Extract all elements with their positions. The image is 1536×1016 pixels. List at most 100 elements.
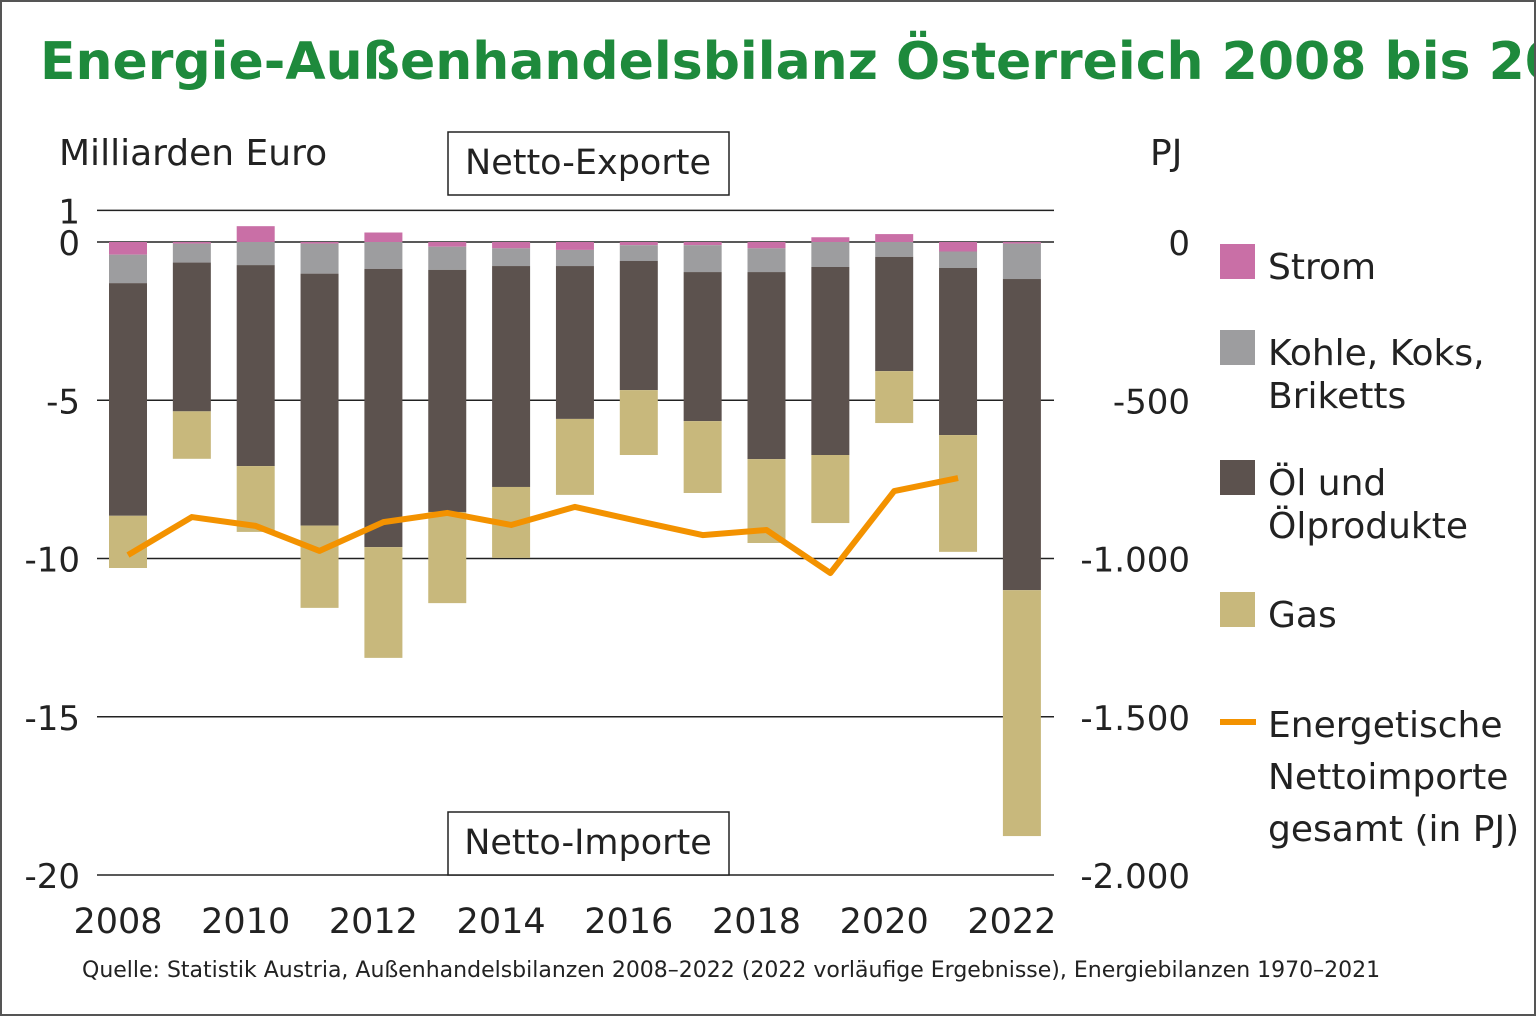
y-tick-label: -10 <box>24 541 80 581</box>
bar-kohle-koks-briketts-2019 <box>811 242 850 268</box>
bar-strom-2019 <box>811 237 850 242</box>
source-note: Quelle: Statistik Austria, Außenhandelsb… <box>82 958 1381 983</box>
bar-strom-2020 <box>875 234 914 242</box>
bar-gas-2019 <box>811 455 850 524</box>
bar-öl-und-ölprodukte-2018 <box>747 272 786 460</box>
legend-swatch <box>1220 592 1255 627</box>
y2-tick-label: -500 <box>1113 382 1190 422</box>
x-tick-label: 2012 <box>329 902 418 942</box>
bar-öl-und-ölprodukte-2017 <box>683 272 722 422</box>
legend-label: Ölprodukte <box>1268 505 1468 547</box>
bar-öl-und-ölprodukte-2016 <box>619 260 658 391</box>
annotation-netto-exporte: Netto-Exporte <box>465 143 711 183</box>
y-tick-label: -20 <box>24 857 80 897</box>
line-nettoimporte <box>126 475 959 577</box>
x-tick-label: 2016 <box>584 902 673 942</box>
bar-öl-und-ölprodukte-2021 <box>939 267 978 436</box>
legend-swatch <box>1220 244 1255 279</box>
bar-kohle-koks-briketts-2013 <box>428 246 467 270</box>
bar-kohle-koks-briketts-2008 <box>109 254 147 284</box>
bar-kohle-koks-briketts-2021 <box>939 251 978 268</box>
y2-tick-label: -1.500 <box>1080 699 1190 739</box>
x-tick-label: 2008 <box>73 902 162 942</box>
bar-öl-und-ölprodukte-2011 <box>300 273 339 526</box>
bar-strom-2008 <box>109 242 147 255</box>
bar-kohle-koks-briketts-2015 <box>555 249 594 267</box>
y2-axis-label: PJ <box>1150 133 1182 174</box>
legend-swatch <box>1220 460 1255 495</box>
bar-strom-2018 <box>747 242 786 249</box>
y-axis-label: Milliarden Euro <box>59 133 327 174</box>
bar-öl-und-ölprodukte-2009 <box>172 262 211 412</box>
bar-kohle-koks-briketts-2020 <box>875 242 914 257</box>
bar-öl-und-ölprodukte-2012 <box>364 268 403 548</box>
legend-label: gesamt (in PJ) <box>1268 809 1519 850</box>
bar-gas-2010 <box>236 466 275 532</box>
bar-öl-und-ölprodukte-2013 <box>428 269 467 512</box>
bar-gas-2020 <box>875 371 914 424</box>
annotation-netto-importe: Netto-Importe <box>464 823 712 863</box>
bar-strom-2013 <box>428 242 467 247</box>
bar-strom-2016 <box>619 242 658 246</box>
y-tick-label: 0 <box>58 224 80 264</box>
bar-öl-und-ölprodukte-2010 <box>236 265 275 467</box>
bar-öl-und-ölprodukte-2008 <box>109 283 147 516</box>
bar-kohle-koks-briketts-2018 <box>747 248 786 273</box>
bar-strom-2010 <box>236 226 275 242</box>
bar-öl-und-ölprodukte-2015 <box>555 266 594 419</box>
bar-öl-und-ölprodukte-2014 <box>492 266 531 487</box>
bar-strom-2021 <box>939 242 978 252</box>
bar-strom-2014 <box>492 242 531 249</box>
x-tick-label: 2014 <box>457 902 546 942</box>
chart-title: Energie-Außenhandelsbilanz Österreich 20… <box>40 32 1536 92</box>
bar-gas-2021 <box>939 435 978 552</box>
legend-label: Öl und <box>1268 462 1386 504</box>
y2-tick-label: -1.000 <box>1080 541 1190 581</box>
bar-kohle-koks-briketts-2012 <box>364 242 403 269</box>
bar-öl-und-ölprodukte-2020 <box>875 256 914 372</box>
bar-strom-2012 <box>364 232 403 242</box>
x-tick-label: 2010 <box>201 902 290 942</box>
bar-kohle-koks-briketts-2011 <box>300 243 339 274</box>
bar-kohle-koks-briketts-2017 <box>683 245 722 273</box>
bar-kohle-koks-briketts-2014 <box>492 248 531 267</box>
y-tick-label: -5 <box>46 382 80 422</box>
bar-kohle-koks-briketts-2009 <box>172 243 211 263</box>
bar-strom-2015 <box>555 242 594 250</box>
x-tick-label: 2018 <box>712 902 801 942</box>
bar-gas-2009 <box>172 411 211 459</box>
bar-gas-2015 <box>555 418 594 495</box>
bar-kohle-koks-briketts-2022 <box>1002 243 1041 280</box>
legend-label: Energetische <box>1268 705 1503 746</box>
bar-öl-und-ölprodukte-2019 <box>811 267 850 456</box>
x-tick-label: 2022 <box>967 902 1056 942</box>
bar-gas-2008 <box>109 515 147 568</box>
bar-öl-und-ölprodukte-2022 <box>1002 279 1041 591</box>
legend-label: Gas <box>1268 595 1337 636</box>
bar-strom-2022 <box>1002 242 1041 244</box>
legend-label: Briketts <box>1268 376 1406 417</box>
bar-strom-2017 <box>683 242 722 246</box>
annotation-netto-importe-box <box>447 811 730 876</box>
bar-gas-2017 <box>683 421 722 493</box>
bar-gas-2013 <box>428 511 467 604</box>
bar-strom-2009 <box>172 242 211 244</box>
bar-kohle-koks-briketts-2016 <box>619 245 658 261</box>
bar-gas-2011 <box>300 525 339 608</box>
y2-tick-label: -2.000 <box>1080 857 1190 897</box>
bar-gas-2012 <box>364 547 403 658</box>
annotation-netto-exporte-box <box>447 131 730 196</box>
x-tick-label: 2020 <box>840 902 929 942</box>
y-tick-label: -15 <box>24 699 80 739</box>
y-tick-label: 1 <box>58 192 80 232</box>
legend-swatch <box>1220 330 1255 365</box>
legend-label: Nettoimporte <box>1268 757 1508 798</box>
legend-label: Kohle, Koks, <box>1268 333 1485 374</box>
bar-kohle-koks-briketts-2010 <box>236 242 275 266</box>
bar-gas-2022 <box>1002 590 1041 837</box>
bar-gas-2016 <box>619 390 658 456</box>
y2-tick-label: 0 <box>1168 224 1190 264</box>
legend-label: Strom <box>1268 247 1376 288</box>
